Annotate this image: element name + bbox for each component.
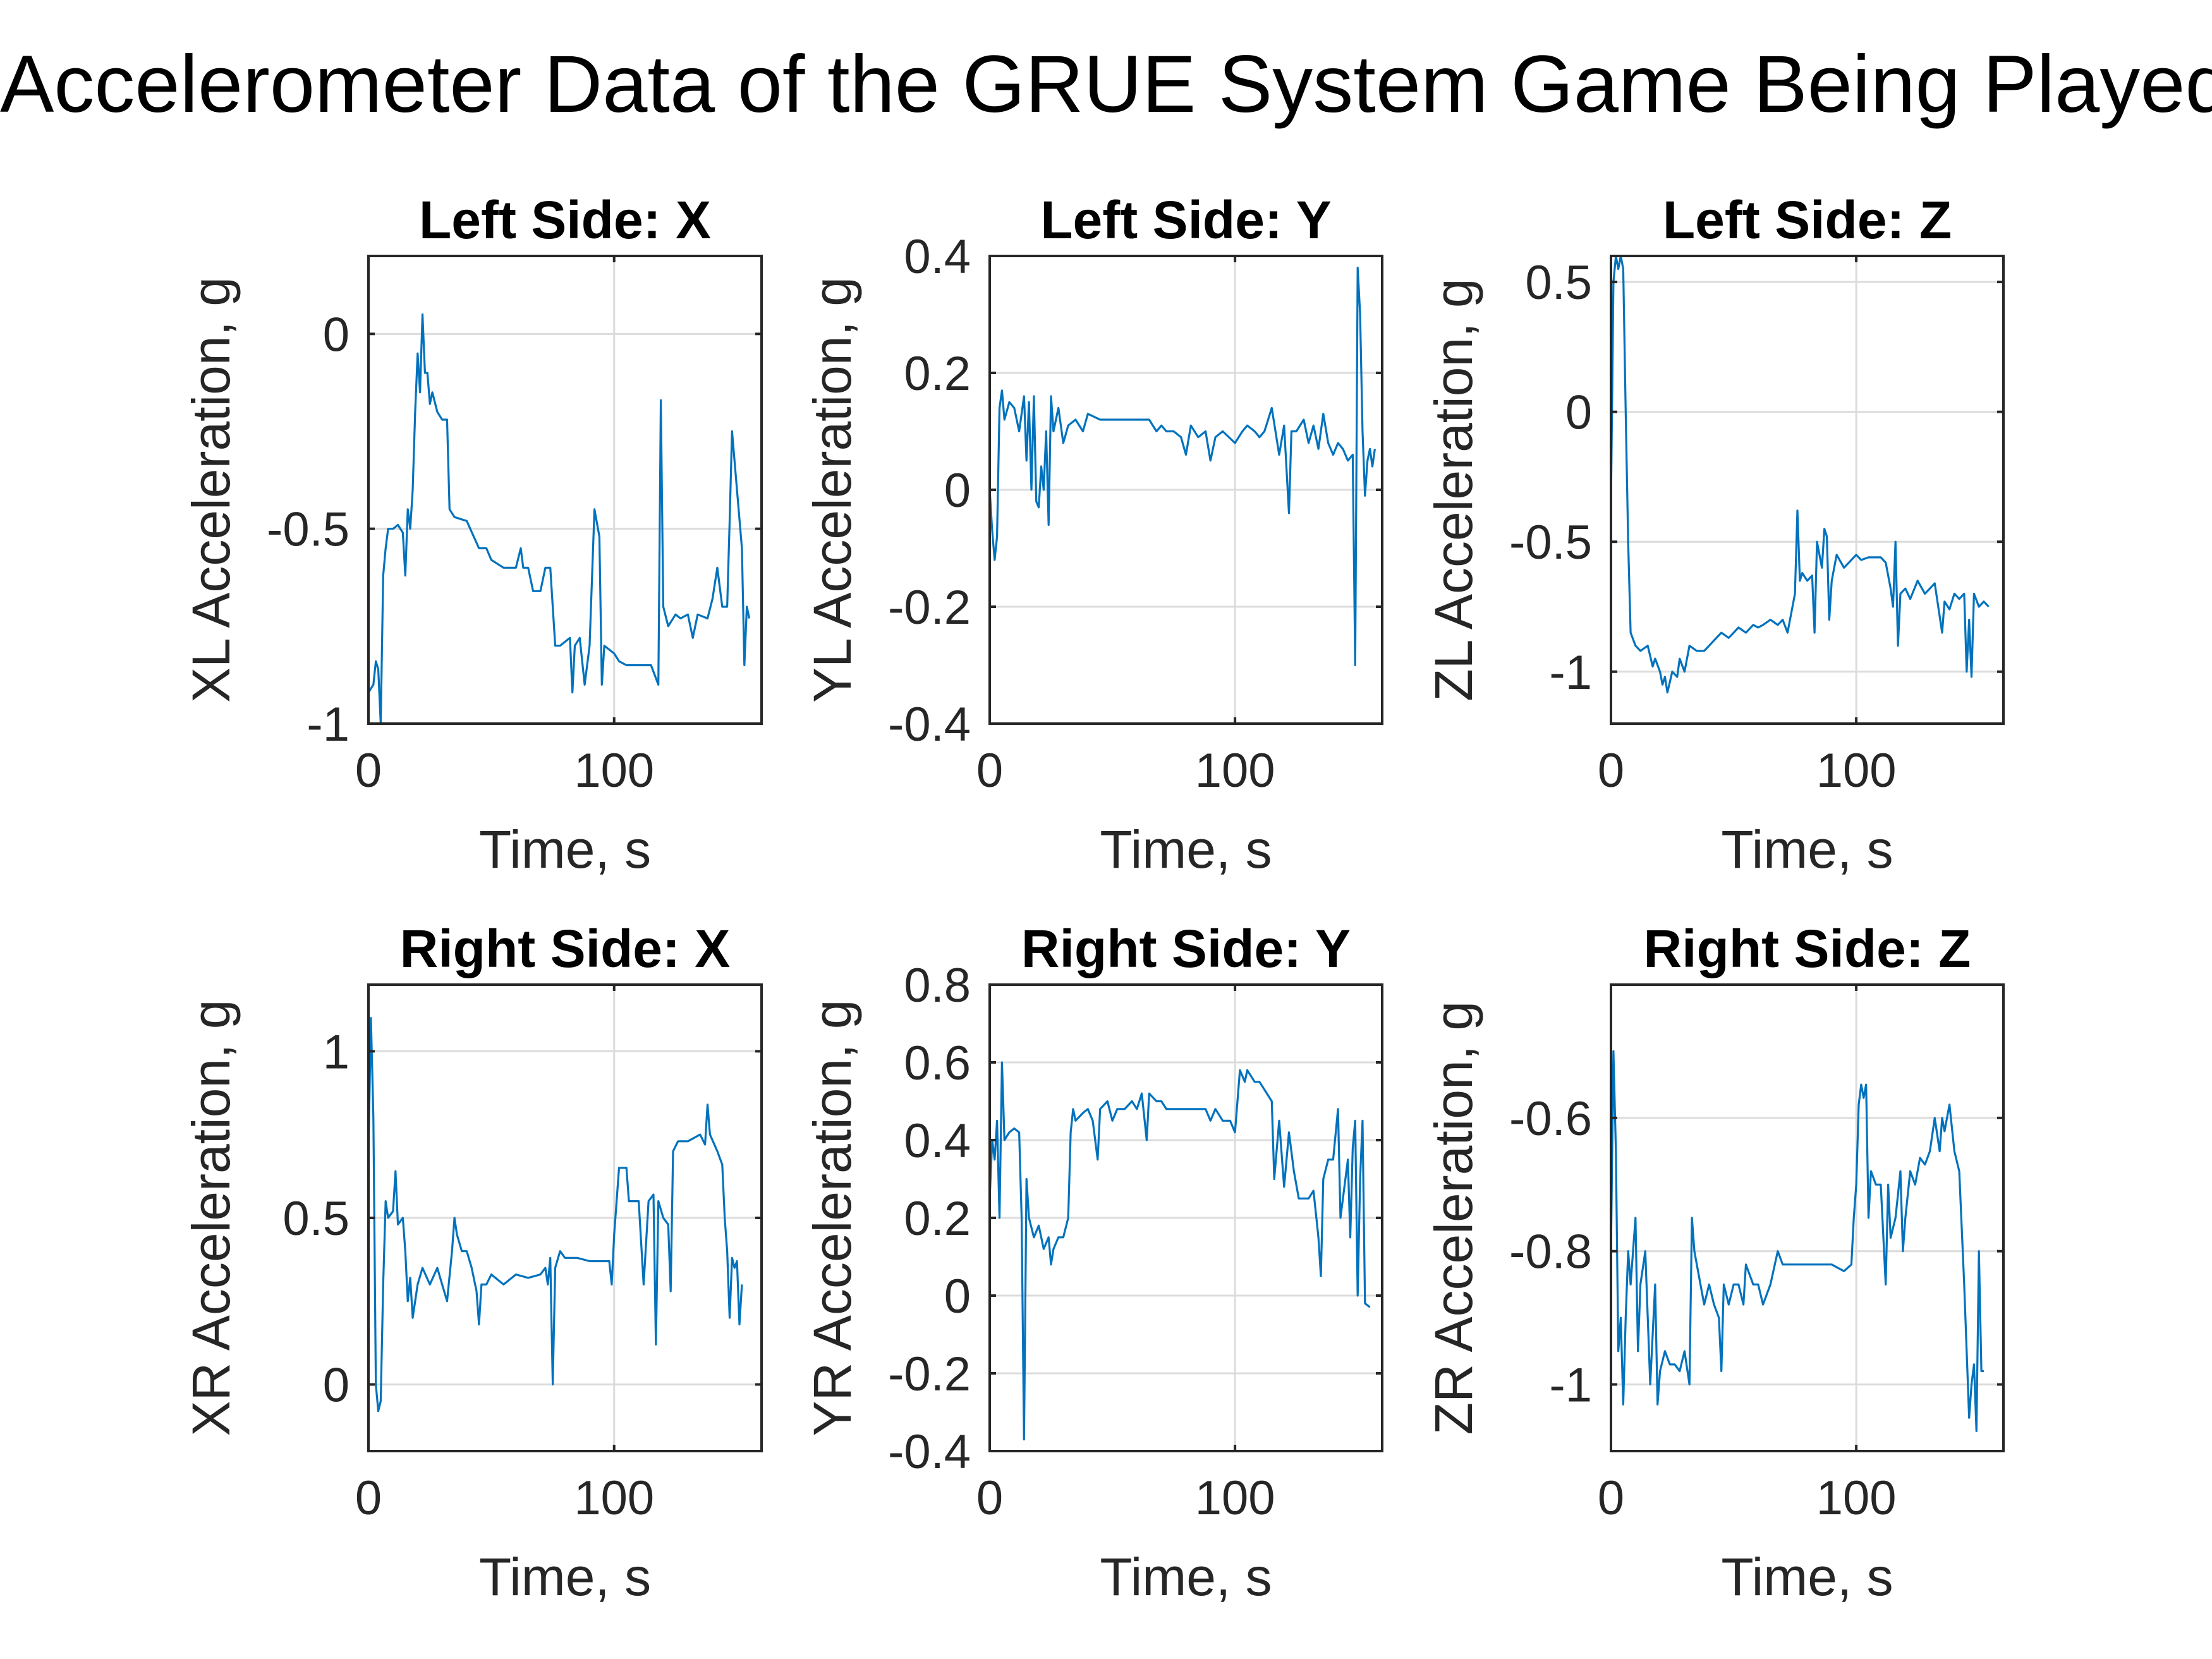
- series-line: [990, 1061, 1371, 1441]
- y-tick-label: 1: [323, 1025, 349, 1079]
- series-line: [368, 313, 751, 724]
- series-line: [990, 266, 1376, 667]
- y-axis-label: YR Acceleration, g: [803, 999, 862, 1436]
- x-tick-label: 100: [1195, 1471, 1275, 1525]
- y-tick-label: -0.2: [888, 581, 971, 635]
- y-tick-label: -1: [1549, 1359, 1592, 1413]
- x-axis-label: Time, s: [479, 1547, 651, 1607]
- y-tick-label: 0.4: [904, 1114, 971, 1168]
- subplot-title: Right Side: Y: [1021, 919, 1351, 978]
- x-axis-label: Time, s: [1100, 1547, 1272, 1607]
- y-tick-label: -0.5: [1509, 516, 1592, 569]
- subplot-2: 0 100 -0.4 -0.2 0 0.2 0.4 Left Side: Y Time, s YL…: [803, 190, 1383, 879]
- y-axis-label: YL Acceleration, g: [803, 277, 862, 703]
- x-tick-label: 0: [976, 1471, 1003, 1525]
- y-tick-label: 0: [323, 1359, 349, 1413]
- figure-title: Accelerometer Data of the GRUE System Ga…: [0, 39, 2212, 130]
- subplot-title: Left Side: X: [419, 190, 711, 250]
- x-tick-label: 0: [1598, 744, 1624, 798]
- axes-box: [367, 255, 763, 725]
- y-tick-label: 0: [944, 464, 971, 518]
- subplot-title: Right Side: Z: [1644, 919, 1971, 978]
- subplot-title: Left Side: Y: [1040, 190, 1332, 250]
- x-tick-label: 0: [355, 1471, 382, 1525]
- y-axis-label: XL Acceleration, g: [181, 277, 241, 703]
- x-tick-label: 100: [574, 744, 654, 798]
- x-axis-label: Time, s: [1100, 820, 1272, 879]
- y-tick-label: -0.6: [1509, 1092, 1592, 1146]
- x-axis-label: Time, s: [1721, 1547, 1893, 1607]
- y-tick-label: -0.5: [267, 503, 349, 557]
- axes-box: [1610, 983, 2005, 1452]
- y-tick-label: 0: [323, 308, 349, 362]
- y-tick-label: -0.4: [888, 698, 971, 751]
- y-tick-label: 0.8: [904, 959, 971, 1012]
- subplot-5: 0 100 -0.4 -0.2 0 0.2 0.4 0.6 0.8 Right Side: Y Ti…: [803, 919, 1383, 1607]
- y-tick-label: -1: [1549, 646, 1592, 700]
- x-tick-label: 100: [1195, 744, 1275, 798]
- axes-box: [1610, 255, 2005, 725]
- y-axis-label: ZL Acceleration, g: [1424, 278, 1483, 701]
- y-axis-label: XR Acceleration, g: [181, 999, 241, 1436]
- subplot-6: 0 100 -1 -0.8 -0.6 Right Side: Z Time, s ZR Acc…: [1424, 919, 2005, 1607]
- y-tick-label: 0: [944, 1270, 971, 1323]
- y-tick-label: 0.5: [1525, 256, 1592, 310]
- series-line: [1611, 256, 1990, 694]
- y-tick-label: 0.5: [283, 1192, 349, 1246]
- y-tick-label: -0.8: [1509, 1225, 1592, 1279]
- x-axis-label: Time, s: [479, 820, 651, 879]
- x-tick-label: 0: [1598, 1471, 1624, 1525]
- subplot-title: Right Side: X: [400, 919, 731, 978]
- x-tick-label: 100: [1816, 744, 1897, 798]
- x-tick-label: 100: [574, 1471, 654, 1525]
- series-line: [1611, 1050, 1984, 1432]
- x-tick-label: 0: [976, 744, 1003, 798]
- y-axis-label: ZR Acceleration, g: [1424, 1001, 1483, 1435]
- subplot-4: 0 100 0 0.5 1 Right Side: X Time, s XR Accelera…: [181, 919, 763, 1607]
- subplot-3: 0 100 -1 -0.5 0 0.5 Left Side: Z Time, s ZL Acce…: [1424, 190, 2005, 879]
- x-axis-label: Time, s: [1721, 820, 1893, 879]
- x-tick-label: 100: [1816, 1471, 1897, 1525]
- series-line: [368, 1017, 743, 1413]
- subplot-1: 0 100 -1 -0.5 0 Left Side: X Time, s XL Acceler…: [181, 190, 763, 879]
- x-tick-label: 0: [355, 744, 382, 798]
- y-tick-label: 0.2: [904, 347, 971, 401]
- subplot-title: Left Side: Z: [1663, 190, 1952, 250]
- y-tick-label: -1: [307, 698, 349, 751]
- y-tick-label: 0.2: [904, 1192, 971, 1246]
- y-tick-label: 0.6: [904, 1036, 971, 1090]
- y-tick-label: -0.2: [888, 1347, 971, 1401]
- y-tick-label: -0.4: [888, 1425, 971, 1479]
- y-tick-label: 0.4: [904, 230, 971, 284]
- y-tick-label: 0: [1565, 386, 1592, 440]
